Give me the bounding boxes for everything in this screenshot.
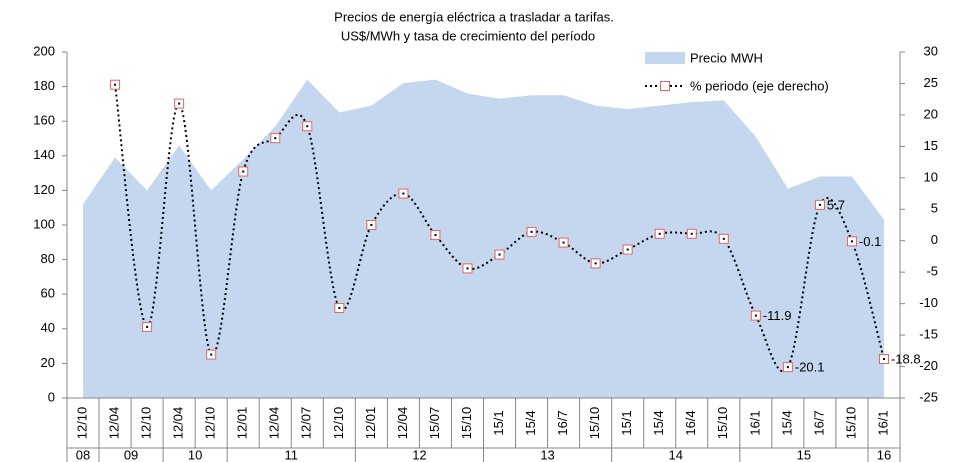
- x-tick-label: 12/01: [363, 407, 378, 440]
- marker-dot: [210, 353, 213, 356]
- line: [114, 84, 885, 372]
- x-tick-label: 12/07: [299, 407, 314, 440]
- x-tick-label: 15/4: [779, 410, 794, 435]
- group-label: 12: [412, 447, 426, 462]
- x-tick-label: 15/07: [427, 407, 442, 440]
- marker-dot: [274, 137, 277, 140]
- marker-dot: [466, 267, 469, 270]
- x-tick-label: 15/4: [651, 410, 666, 435]
- y2-tick-label: -10: [919, 295, 938, 310]
- x-tick-label: 15/10: [715, 407, 730, 440]
- data-label: -11.9: [763, 308, 792, 323]
- y2-tick-label: -5: [926, 264, 938, 279]
- group-label: 16: [877, 447, 891, 462]
- x-tick-label: 15/10: [459, 407, 474, 440]
- y-tick-label: 0: [48, 389, 55, 404]
- data-label: 5.7: [827, 197, 845, 212]
- marker-dot: [626, 248, 629, 251]
- y2-tick-label: -15: [919, 327, 938, 342]
- y2-tick-label: 30: [924, 43, 938, 58]
- y2-tick-label: 5: [931, 201, 938, 216]
- marker-dot: [690, 232, 693, 235]
- marker-dot: [434, 234, 437, 237]
- x-tick-label: 12/04: [171, 407, 186, 440]
- y-tick-label: 140: [33, 147, 55, 162]
- y-tick-label: 160: [33, 113, 55, 128]
- marker-dot: [338, 307, 341, 310]
- x-tick-label: 12/10: [139, 407, 154, 440]
- chart-title: Precios de energía eléctrica a trasladar…: [334, 9, 614, 24]
- marker-dot: [178, 102, 181, 105]
- y-tick-label: 20: [41, 355, 55, 370]
- x-tick-label: 15/1: [619, 410, 634, 435]
- marker-dot: [594, 262, 597, 265]
- marker-dot: [882, 357, 885, 360]
- y2-tick-label: -25: [919, 389, 938, 404]
- y-tick-label: 40: [41, 320, 55, 335]
- y-tick-label: 200: [33, 43, 55, 58]
- y-tick-label: 80: [41, 251, 55, 266]
- group-label: 08: [76, 447, 90, 462]
- data-label: -18.8: [891, 351, 921, 366]
- x-tick-label: 12/10: [203, 407, 218, 440]
- x-tick-label: 16/4: [683, 410, 698, 435]
- y2-tick-label: 20: [924, 106, 938, 121]
- marker-dot: [722, 237, 725, 240]
- marker-dot: [530, 230, 533, 233]
- marker-dot: [818, 203, 821, 206]
- marker-dot: [114, 83, 117, 86]
- group-label: 09: [124, 447, 138, 462]
- y2-tick-label: 0: [931, 232, 938, 247]
- legend-label: % periodo (eje derecho): [690, 78, 829, 93]
- x-tick-label: 12/04: [267, 407, 282, 440]
- y-tick-label: 100: [33, 216, 55, 231]
- marker-dot: [402, 192, 405, 195]
- x-tick-label: 15/10: [587, 407, 602, 440]
- group-label: 15: [797, 447, 811, 462]
- y2-tick-label: 10: [924, 169, 938, 184]
- x-tick-label: 16/7: [811, 410, 826, 435]
- data-label: -20.1: [795, 360, 825, 375]
- x-tick-label: 16/1: [747, 410, 762, 435]
- group-label: 13: [540, 447, 554, 462]
- legend-label: Precio MWH: [690, 50, 763, 65]
- chart-subtitle: US$/MWh y tasa de crecimiento del períod…: [341, 28, 595, 43]
- marker-dot: [754, 314, 757, 317]
- x-tick-label: 16/1: [875, 410, 890, 435]
- legend-marker: [660, 81, 670, 91]
- group-label: 10: [188, 447, 202, 462]
- marker-dot: [562, 241, 565, 244]
- marker-dot: [370, 224, 373, 226]
- y2-tick-label: 15: [924, 138, 938, 153]
- marker-dot: [306, 125, 309, 128]
- y-tick-label: 60: [41, 286, 55, 301]
- marker-dot: [658, 232, 661, 235]
- marker-dot: [850, 240, 853, 243]
- y2-tick-label: -20: [919, 358, 938, 373]
- x-tick-label: 12/04: [395, 407, 410, 440]
- legend-swatch: [645, 52, 685, 64]
- x-tick-label: 15/10: [843, 407, 858, 440]
- x-tick-label: 12/10: [74, 407, 89, 440]
- area: [83, 79, 884, 399]
- marker-dot: [242, 170, 245, 173]
- x-tick-label: 12/10: [331, 407, 346, 440]
- y2-tick-label: 25: [924, 75, 938, 90]
- y-tick-label: 120: [33, 182, 55, 197]
- group-label: 14: [668, 447, 682, 462]
- x-tick-label: 16/7: [555, 410, 570, 435]
- x-tick-label: 12/01: [235, 407, 250, 440]
- x-tick-label: 15/1: [491, 410, 506, 435]
- x-tick-label: 12/04: [106, 407, 121, 440]
- marker-dot: [786, 366, 789, 369]
- group-label: 11: [285, 447, 299, 462]
- marker-dot: [146, 325, 149, 328]
- data-label: -0.1: [859, 234, 881, 249]
- x-tick-label: 15/4: [523, 410, 538, 435]
- marker-dot: [498, 253, 501, 256]
- y-tick-label: 180: [33, 78, 55, 93]
